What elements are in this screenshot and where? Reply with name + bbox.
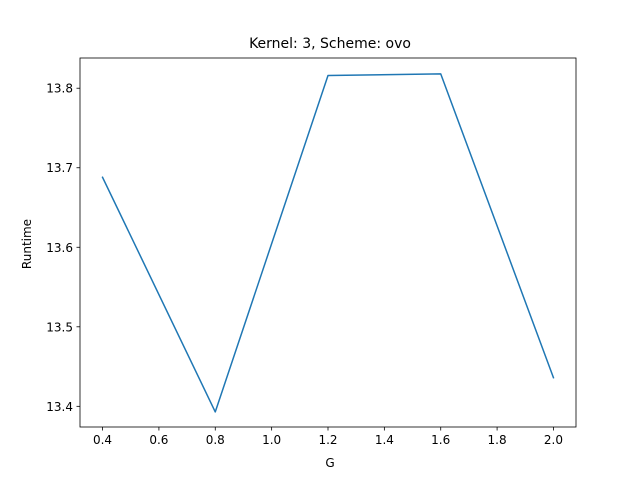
x-tick-label: 1.8: [488, 433, 507, 447]
x-tick-label: 1.2: [318, 433, 337, 447]
x-tick-label: 1.0: [262, 433, 281, 447]
x-axis-label: G: [325, 456, 334, 470]
y-tick-label: 13.8: [46, 82, 73, 96]
x-tick-label: 1.4: [375, 433, 394, 447]
x-tick-label: 0.4: [93, 433, 112, 447]
x-tick-label: 0.8: [206, 433, 225, 447]
y-tick-label: 13.5: [46, 320, 73, 334]
y-axis-label: Runtime: [20, 219, 34, 269]
y-tick-label: 13.4: [46, 400, 73, 414]
x-tick-label: 2.0: [544, 433, 563, 447]
x-tick-label: 0.6: [149, 433, 168, 447]
axes: 0.4 0.6 0.8 1.0 1.2 1.4 1.6 1.8 2.0 13.4 13.5 13.6 1…: [46, 57, 577, 447]
y-tick-label: 13.6: [46, 241, 73, 255]
series-line-1: [101, 73, 555, 413]
x-tick-label: 1.6: [431, 433, 450, 447]
chart-title: Kernel: 3, Scheme: ovo: [249, 36, 411, 52]
y-tick-label: 13.7: [46, 161, 73, 175]
